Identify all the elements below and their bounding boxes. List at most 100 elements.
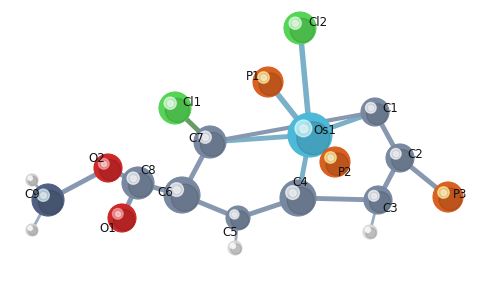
Circle shape <box>367 104 388 125</box>
Circle shape <box>288 113 332 157</box>
Circle shape <box>369 106 373 110</box>
Circle shape <box>228 241 242 255</box>
Circle shape <box>164 177 200 213</box>
Circle shape <box>131 176 136 182</box>
Circle shape <box>286 186 300 200</box>
Circle shape <box>370 192 391 213</box>
Circle shape <box>293 21 299 26</box>
Text: P1: P1 <box>246 70 260 83</box>
Text: C5: C5 <box>222 225 238 238</box>
Circle shape <box>259 73 281 95</box>
Circle shape <box>280 180 316 216</box>
Text: C3: C3 <box>382 201 398 215</box>
Circle shape <box>231 211 249 229</box>
Circle shape <box>170 183 183 197</box>
Circle shape <box>295 120 312 137</box>
Circle shape <box>284 12 316 44</box>
Text: Cl1: Cl1 <box>182 97 202 110</box>
Circle shape <box>29 177 31 179</box>
Circle shape <box>361 98 389 126</box>
Circle shape <box>231 244 241 254</box>
Circle shape <box>164 97 176 109</box>
Circle shape <box>441 190 446 196</box>
Circle shape <box>100 160 120 181</box>
Circle shape <box>365 102 376 113</box>
Circle shape <box>328 155 334 160</box>
Circle shape <box>258 72 269 83</box>
Circle shape <box>326 153 348 175</box>
Circle shape <box>392 150 413 171</box>
Circle shape <box>28 226 37 235</box>
Circle shape <box>320 147 350 177</box>
Circle shape <box>114 209 134 231</box>
Text: C8: C8 <box>140 163 156 176</box>
Circle shape <box>391 148 401 159</box>
Circle shape <box>439 188 461 210</box>
Circle shape <box>287 187 314 214</box>
Text: C1: C1 <box>382 101 398 114</box>
Circle shape <box>394 152 398 157</box>
Circle shape <box>28 176 37 185</box>
Circle shape <box>200 132 225 157</box>
Circle shape <box>203 135 208 140</box>
Circle shape <box>168 101 173 106</box>
Circle shape <box>28 226 33 231</box>
Circle shape <box>32 184 64 216</box>
Circle shape <box>38 191 62 214</box>
Text: C2: C2 <box>407 148 423 162</box>
Text: C6: C6 <box>157 185 173 198</box>
Circle shape <box>94 154 122 182</box>
Text: Cl2: Cl2 <box>309 15 327 29</box>
Circle shape <box>232 245 234 247</box>
Text: C4: C4 <box>292 176 308 190</box>
Circle shape <box>166 98 190 123</box>
Circle shape <box>325 152 336 163</box>
Text: P2: P2 <box>338 166 352 179</box>
Circle shape <box>369 191 379 201</box>
Circle shape <box>365 227 371 233</box>
Circle shape <box>199 131 211 143</box>
Circle shape <box>230 243 236 249</box>
Circle shape <box>300 125 308 133</box>
Circle shape <box>26 224 38 236</box>
Circle shape <box>433 182 463 212</box>
Circle shape <box>364 186 392 214</box>
Circle shape <box>129 173 153 197</box>
Circle shape <box>297 122 330 155</box>
Circle shape <box>28 176 33 181</box>
Circle shape <box>159 92 191 124</box>
Circle shape <box>366 228 376 238</box>
Circle shape <box>37 189 49 201</box>
Circle shape <box>116 212 120 217</box>
Circle shape <box>372 194 377 199</box>
Circle shape <box>108 204 136 232</box>
Text: O2: O2 <box>89 151 106 165</box>
Circle shape <box>102 162 107 166</box>
Circle shape <box>41 193 47 198</box>
Circle shape <box>232 213 237 217</box>
Circle shape <box>171 184 198 211</box>
Circle shape <box>226 206 250 230</box>
Circle shape <box>367 229 369 231</box>
Circle shape <box>98 159 109 169</box>
Circle shape <box>363 225 377 239</box>
Circle shape <box>174 187 180 193</box>
Text: O1: O1 <box>100 222 116 234</box>
Circle shape <box>289 17 301 29</box>
Circle shape <box>26 174 38 186</box>
Circle shape <box>194 126 226 158</box>
Text: Os1: Os1 <box>313 123 336 136</box>
Text: P3: P3 <box>453 188 467 201</box>
Circle shape <box>261 75 266 80</box>
Circle shape <box>127 172 139 184</box>
Circle shape <box>290 18 314 42</box>
Text: C7: C7 <box>188 132 204 144</box>
Circle shape <box>122 167 154 199</box>
Circle shape <box>438 187 449 198</box>
Circle shape <box>112 209 123 219</box>
Text: C9: C9 <box>24 188 40 201</box>
Circle shape <box>29 227 31 229</box>
Circle shape <box>386 144 414 172</box>
Circle shape <box>290 190 296 196</box>
Circle shape <box>230 210 239 219</box>
